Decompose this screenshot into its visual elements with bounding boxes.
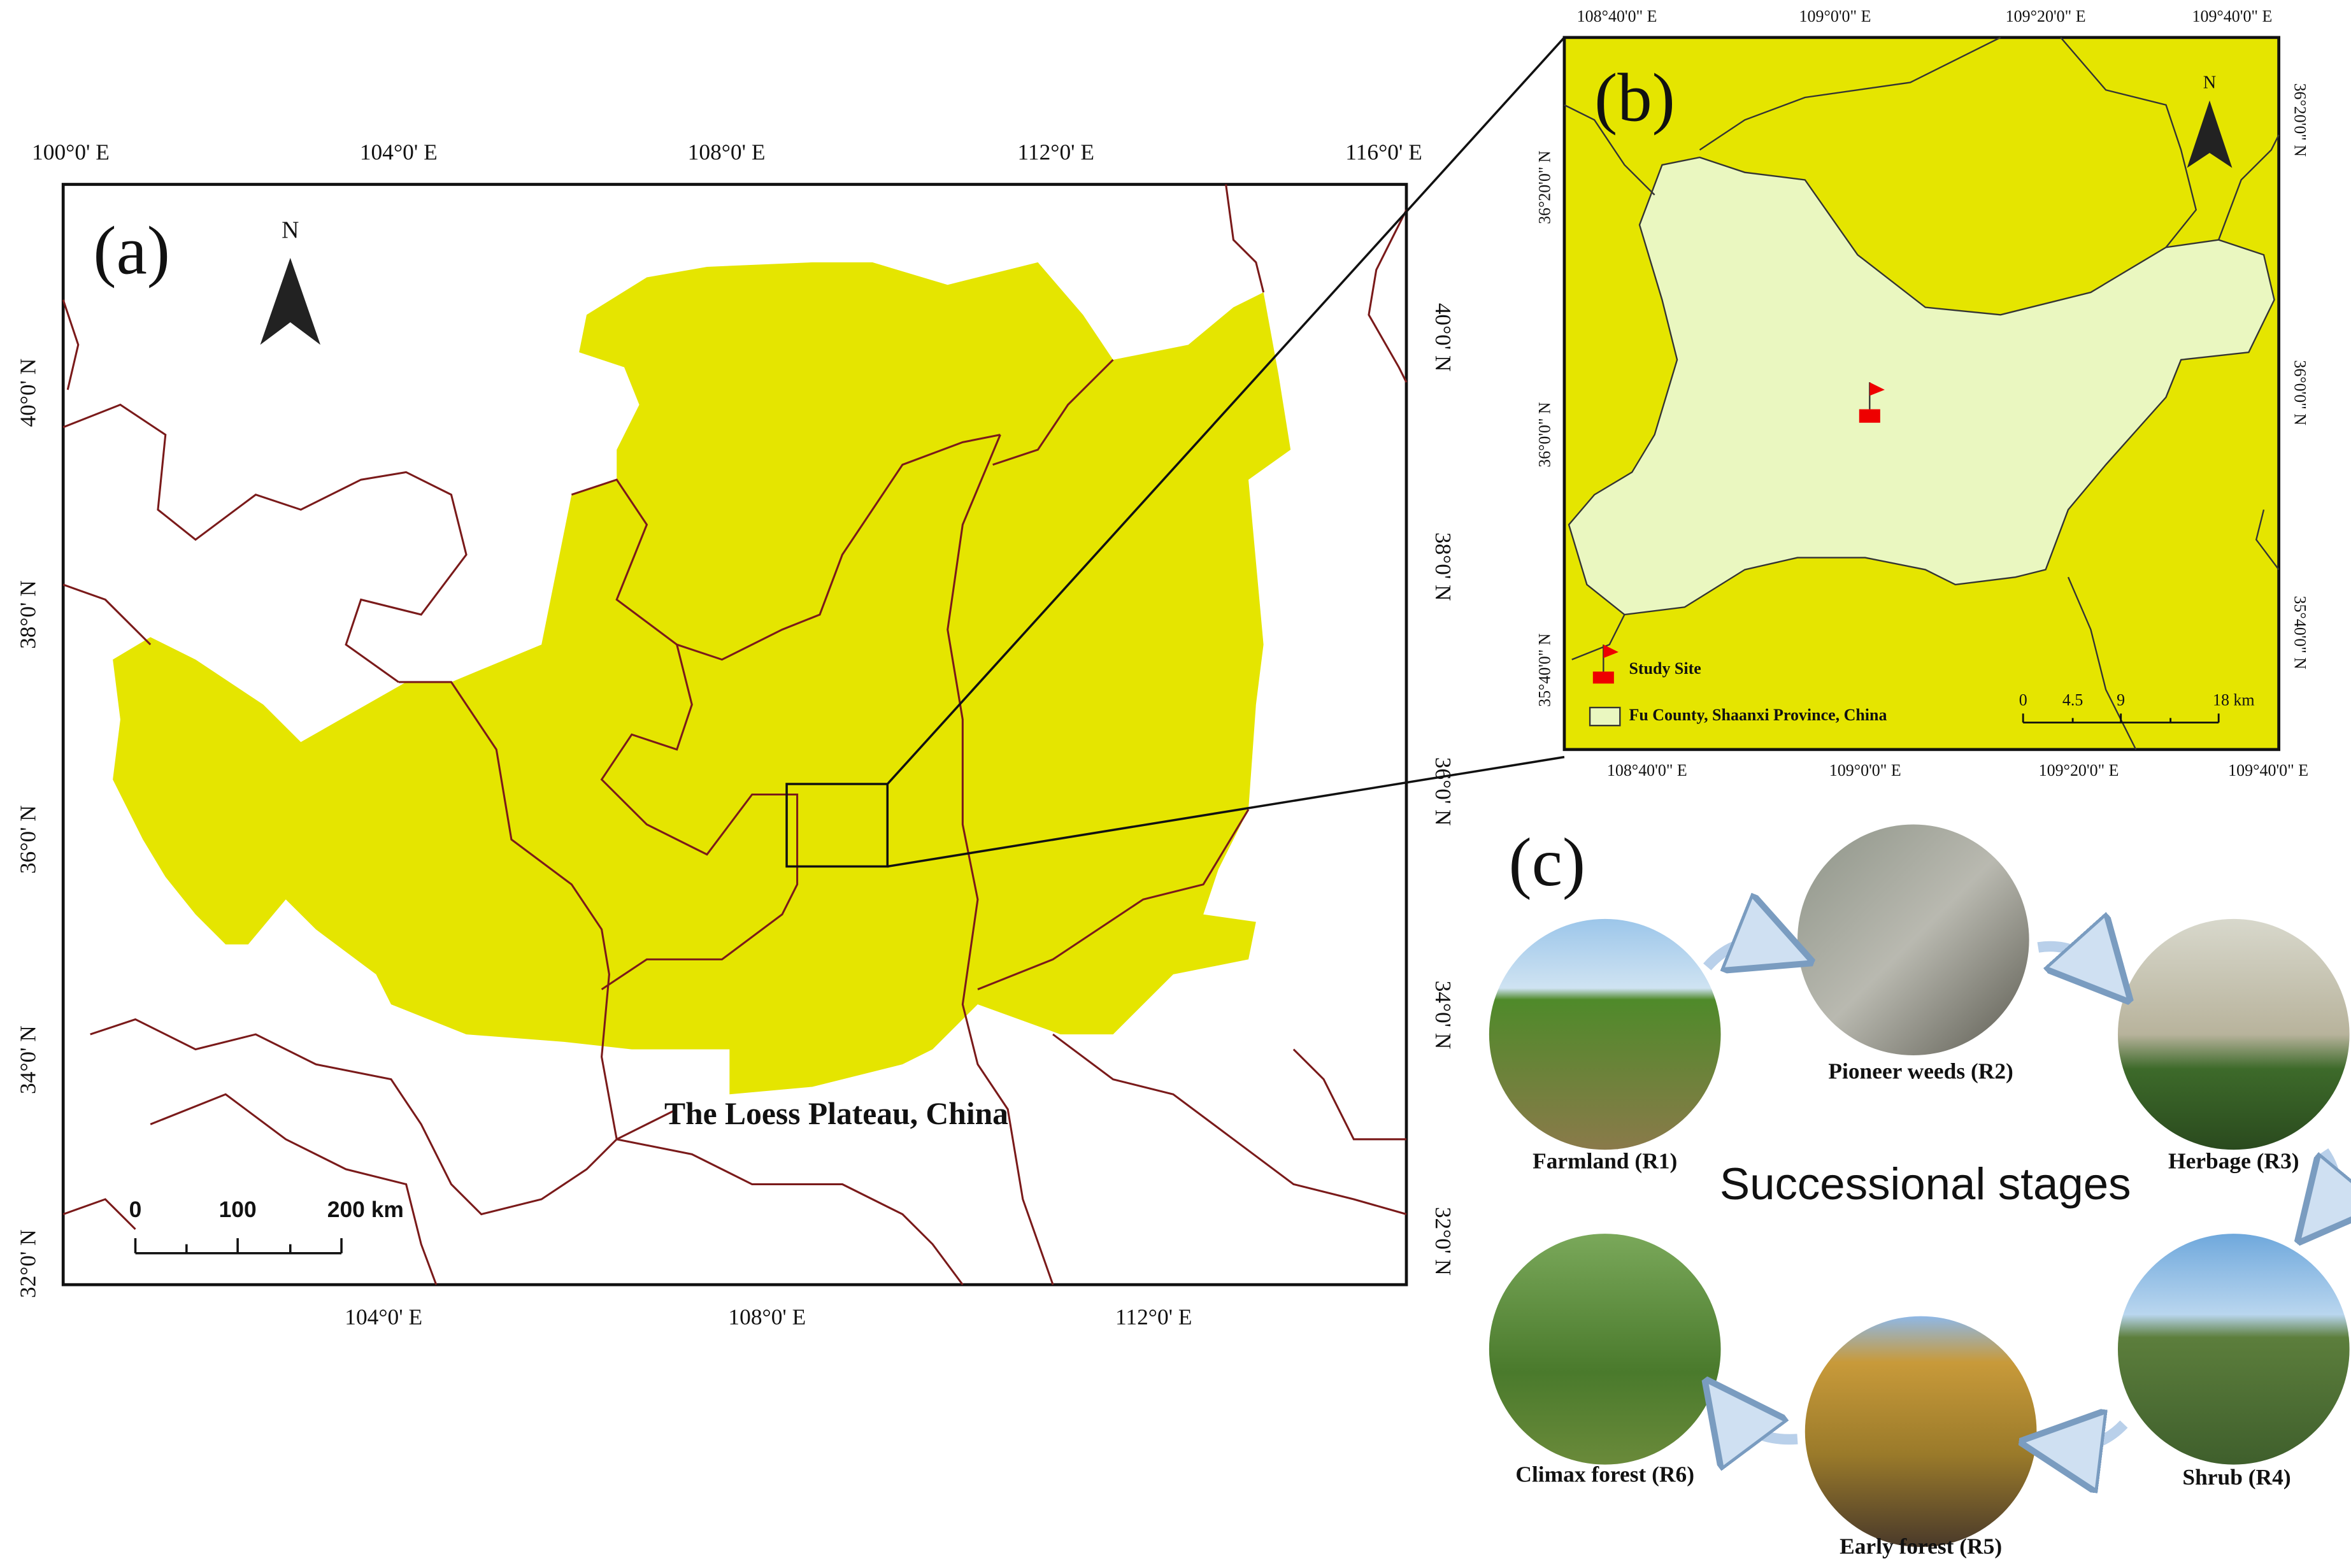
- panel-b: 108°40'0" E 109°0'0" E 109°20'0" E 109°4…: [1536, 7, 2310, 780]
- top-axis-label: 112°0' E: [1017, 139, 1094, 165]
- loess-plateau: [113, 262, 1291, 1095]
- right-axis-label: 36°0'0" N: [2290, 360, 2309, 425]
- bottom-axis-label: 108°0' E: [728, 1304, 806, 1329]
- study-area-box: [785, 783, 889, 868]
- right-axis-label: 32°0' N: [1431, 1207, 1456, 1276]
- scale-label: 9: [2117, 691, 2125, 709]
- scale-label: 0: [129, 1197, 142, 1222]
- left-axis-label: 40°0' N: [15, 359, 40, 427]
- right-axis-label: 36°20'0" N: [2290, 83, 2309, 157]
- stage-label: Pioneer weeds (R2): [1828, 1058, 2013, 1083]
- stage-photo: [1797, 824, 2029, 1056]
- north-label: N: [2203, 73, 2216, 92]
- scale-label: 18 km: [2213, 691, 2255, 709]
- panel-label: (b): [1594, 60, 1675, 136]
- bottom-axis-label: 109°0'0" E: [1829, 761, 1901, 780]
- zoom-connector: [886, 36, 1566, 868]
- stage-photo: [2117, 918, 2350, 1150]
- right-axis-label: 38°0' N: [1431, 532, 1456, 601]
- north-label: N: [282, 217, 299, 244]
- legend-label: Study Site: [1629, 659, 1701, 678]
- left-axis-label: 36°0' N: [15, 805, 40, 874]
- panel-label: (a): [93, 213, 170, 289]
- top-axis-label: 108°40'0" E: [1577, 7, 1657, 25]
- stage-photo: [1489, 1234, 1721, 1465]
- right-axis-label: 35°40'0" N: [2290, 596, 2309, 670]
- scale-label: 4.5: [2062, 691, 2083, 709]
- left-axis-label: 35°40'0" N: [1536, 633, 1554, 707]
- panel-a: 100°0' E 104°0' E 108°0' E 112°0' E 116°…: [15, 139, 1456, 1330]
- top-axis-label: 108°0' E: [688, 139, 766, 165]
- bottom-axis-label: 112°0' E: [1115, 1304, 1192, 1329]
- cycle-arrows: [1707, 943, 2335, 1447]
- top-axis-label: 100°0' E: [32, 139, 110, 165]
- scale-label: 0: [2019, 691, 2027, 709]
- legend-label: Fu County, Shaanxi Province, China: [1629, 706, 1887, 724]
- scale-label: 100: [219, 1197, 257, 1222]
- left-axis-label: 34°0' N: [15, 1025, 40, 1094]
- stage-photo: [2117, 1234, 2350, 1465]
- scale-label: 200 km: [327, 1197, 404, 1222]
- top-axis-label: 109°20'0" E: [2006, 7, 2086, 25]
- bottom-axis-label: 104°0' E: [345, 1304, 422, 1329]
- top-axis-label: 104°0' E: [360, 139, 438, 165]
- left-axis-label: 36°20'0" N: [1536, 150, 1554, 224]
- stage-label: Early forest (R5): [1840, 1534, 2002, 1559]
- stage-label: Herbage (R3): [2168, 1148, 2299, 1174]
- top-axis-label: 109°0'0" E: [1799, 7, 1871, 25]
- left-axis-label: 36°0'0" N: [1536, 402, 1554, 467]
- county-boundaries: [1564, 36, 2280, 750]
- stages-title: Successional stages: [1720, 1158, 2131, 1209]
- stage-label: Farmland (R1): [1533, 1148, 1677, 1174]
- bottom-axis-label: 108°40'0" E: [1607, 761, 1687, 780]
- bottom-axis-label: 109°40'0" E: [2228, 761, 2308, 780]
- study-site-marker: [1859, 382, 1885, 423]
- scale-bar: 0 4.5 9 18 km: [2019, 691, 2255, 723]
- stage-photo: [1489, 918, 1721, 1150]
- panel-c: (c) Successional stages Farmland (R1) Pi…: [1489, 824, 2350, 1558]
- north-arrow: [2187, 100, 2233, 168]
- fu-county: [1568, 156, 2275, 616]
- top-axis-label: 116°0' E: [1345, 139, 1422, 165]
- bottom-axis-label: 109°20'0" E: [2039, 761, 2119, 780]
- right-axis-label: 40°0' N: [1431, 303, 1456, 372]
- right-axis-label: 34°0' N: [1431, 981, 1456, 1050]
- right-axis-label: 36°0' N: [1431, 757, 1456, 826]
- stage-photo: [1804, 1316, 2037, 1548]
- region-label: The Loess Plateau, China: [664, 1096, 1008, 1131]
- province-boundaries: [62, 184, 1408, 1286]
- left-axis-label: 38°0' N: [15, 580, 40, 649]
- panel-label: (c): [1509, 824, 1586, 901]
- scale-bar: 0 100 200 km: [129, 1197, 404, 1255]
- left-axis-label: 32°0' N: [15, 1229, 40, 1298]
- top-axis-label: 109°40'0" E: [2192, 7, 2272, 25]
- north-arrow: [260, 257, 320, 345]
- stage-label: Shrub (R4): [2182, 1464, 2290, 1490]
- legend: Study Site Fu County, Shaanxi Province, …: [1589, 645, 1887, 727]
- stage-label: Climax forest (R6): [1515, 1462, 1694, 1487]
